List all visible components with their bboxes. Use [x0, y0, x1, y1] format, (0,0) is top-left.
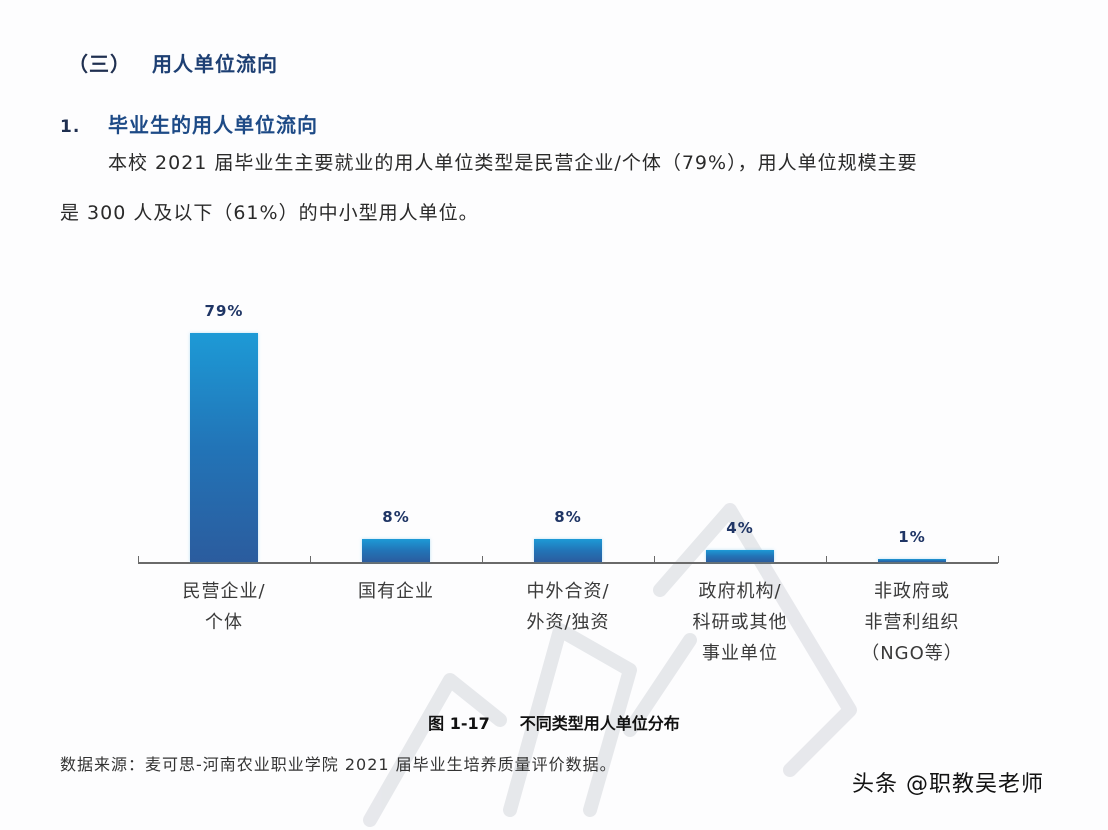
section-number: （三）	[68, 52, 131, 76]
bar-5	[878, 559, 946, 562]
subsection-title: 毕业生的用人单位流向	[108, 113, 318, 137]
x-axis-tick	[137, 556, 139, 563]
category-label: 非政府或 非营利组织 （NGO等）	[861, 581, 963, 664]
brand-watermark-text: 头条 @职教吴老师	[852, 772, 1044, 797]
bar-1	[190, 332, 258, 562]
data-source-note: 数据来源：麦可思-河南农业职业学院 2021 届毕业生培养质量评价数据。	[60, 755, 617, 774]
section-heading: （三） 用人单位流向	[68, 48, 278, 77]
x-axis-tick	[653, 556, 655, 563]
x-axis-line	[138, 562, 998, 564]
bar-value-label: 1%	[898, 528, 926, 547]
bar-4	[706, 550, 774, 562]
x-axis-tick	[309, 556, 311, 563]
body-paragraph-line-2: 是 300 人及以下（61%）的中小型用人单位。	[60, 202, 479, 224]
bar-chart: 79% 民营企业/ 个体 8% 国有企业 8% 中外合资/ 外资/独资 4% 政府机构/ 科研…	[137, 301, 999, 664]
body-paragraph-line-1: 本校 2021 届毕业生主要就业的用人单位类型是民营企业/个体（79%），用人单…	[108, 152, 918, 174]
bar-3	[534, 538, 602, 562]
bar-value-label: 79%	[204, 301, 244, 320]
x-axis-tick	[825, 556, 827, 563]
bar-value-label: 4%	[726, 519, 754, 538]
bar-value-label: 8%	[554, 507, 582, 526]
x-axis-tick	[997, 556, 999, 563]
section-title: 用人单位流向	[152, 52, 278, 76]
figure-number: 图 1-17	[428, 714, 490, 733]
bar-value-label: 8%	[382, 507, 410, 526]
subsection-number: 1.	[60, 117, 81, 137]
bar-2	[362, 538, 430, 562]
subsection-heading: 1. 毕业生的用人单位流向	[60, 109, 318, 138]
category-label: 民营企业/ 个体	[182, 581, 266, 633]
figure-caption: 图 1-17 不同类型用人单位分布	[0, 710, 1108, 734]
x-axis-tick	[481, 556, 483, 563]
category-label: 政府机构/ 科研或其他 事业单位	[692, 581, 788, 664]
category-label: 国有企业	[358, 581, 434, 602]
category-label: 中外合资/ 外资/独资	[526, 581, 610, 633]
figure-title: 不同类型用人单位分布	[519, 714, 680, 733]
